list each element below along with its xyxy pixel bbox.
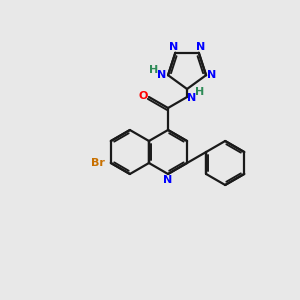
Text: N: N	[158, 70, 167, 80]
Text: N: N	[207, 70, 217, 80]
Text: N: N	[169, 42, 178, 52]
Text: H: H	[195, 87, 205, 97]
Text: N: N	[196, 42, 206, 52]
Text: H: H	[149, 65, 159, 75]
Text: O: O	[138, 91, 148, 101]
Text: N: N	[164, 175, 172, 185]
Text: N: N	[188, 93, 197, 103]
Text: Br: Br	[91, 158, 105, 168]
